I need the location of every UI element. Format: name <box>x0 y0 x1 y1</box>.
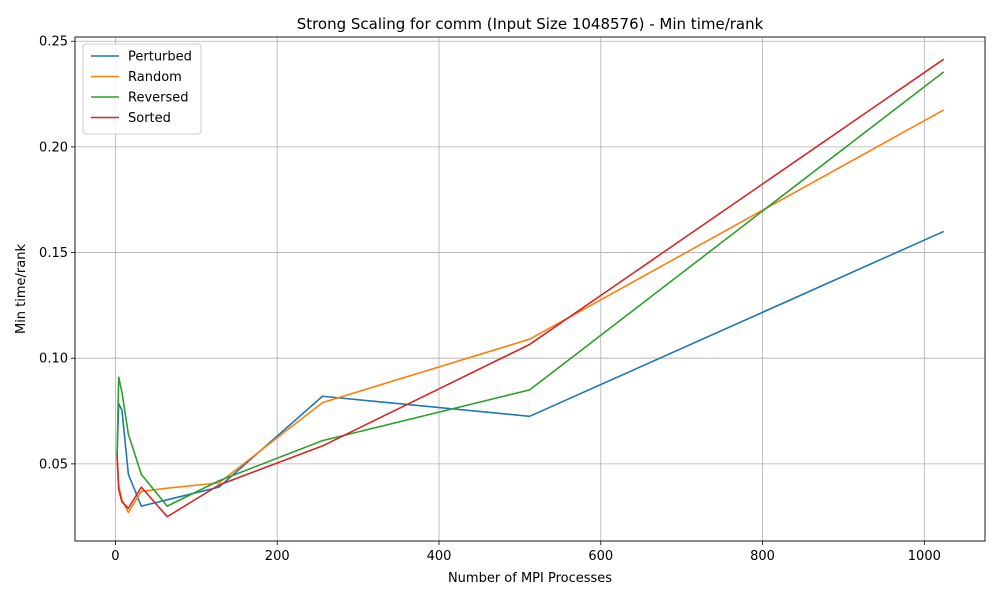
plot-frame <box>74 36 986 542</box>
x-tick-label: 600 <box>588 549 613 564</box>
grid-lines <box>75 37 985 541</box>
legend-label: Random <box>128 70 182 85</box>
x-tick-label: 200 <box>265 549 290 564</box>
legend-label: Sorted <box>128 111 171 126</box>
y-axis-ticks: 0.05 0.10 0.15 0.20 0.25 <box>39 35 75 472</box>
chart-title: Strong Scaling for comm (Input Size 1048… <box>297 15 764 33</box>
legend-label: Reversed <box>128 91 189 106</box>
series-line-sorted <box>116 58 945 518</box>
x-tick-label: 400 <box>427 549 452 564</box>
x-tick-label: 800 <box>750 549 775 564</box>
x-axis-ticks: 0 200 400 600 800 1000 <box>111 541 941 564</box>
y-tick-label: 0.20 <box>39 140 68 155</box>
y-axis-label: Min time/rank <box>14 244 29 335</box>
series-line-reversed <box>116 71 945 507</box>
y-tick-label: 0.05 <box>39 457 68 472</box>
y-tick-label: 0.25 <box>39 35 68 50</box>
x-tick-label: 1000 <box>908 549 941 564</box>
legend: Perturbed Random Reversed Sorted <box>82 43 202 135</box>
y-tick-label: 0.15 <box>39 246 68 261</box>
y-tick-label: 0.10 <box>39 352 68 367</box>
x-tick-label: 0 <box>111 549 119 564</box>
legend-box <box>82 43 202 135</box>
series-lines <box>116 58 945 518</box>
legend-label: Perturbed <box>128 50 192 65</box>
x-axis-label: Number of MPI Processes <box>448 571 612 586</box>
